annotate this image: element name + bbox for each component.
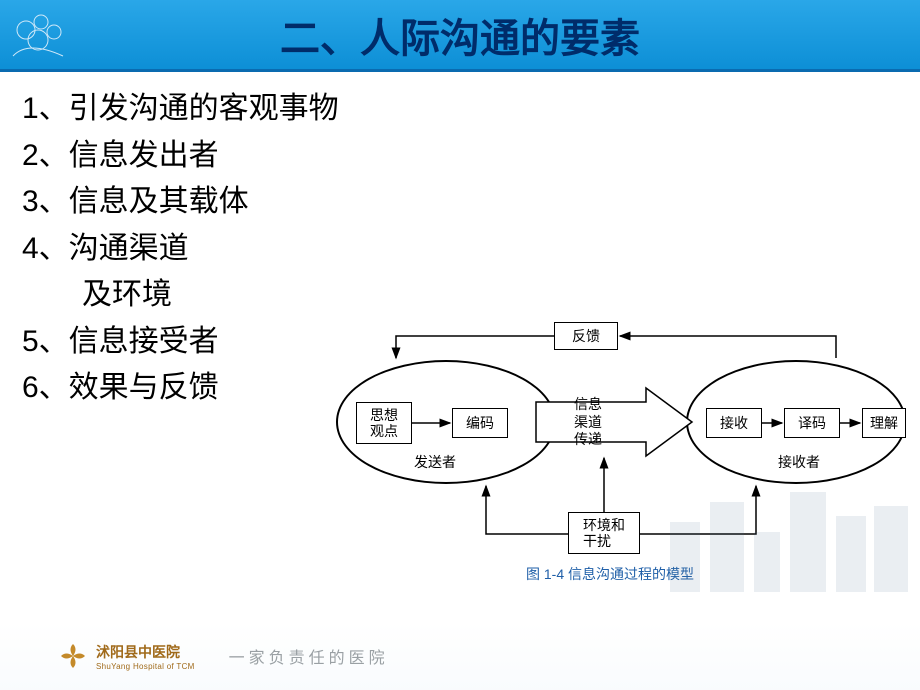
background-buildings bbox=[660, 482, 920, 592]
slide-content: 1、引发沟通的客观事物 2、信息发出者 3、信息及其载体 4、沟通渠道 及环境 … bbox=[0, 72, 920, 622]
logo-en: ShuYang Hospital of TCM bbox=[96, 662, 195, 671]
list-item: 1、引发沟通的客观事物 bbox=[22, 86, 920, 133]
footer-slogan: 一家负责任的医院 bbox=[229, 644, 389, 668]
slide-footer: 沭阳县中医院 ShuYang Hospital of TCM 一家负责任的医院 bbox=[0, 622, 920, 690]
list-item: 3、信息及其载体 bbox=[22, 179, 920, 226]
logo-cn: 沭阳县中医院 bbox=[96, 642, 195, 662]
hospital-logo: 沭阳县中医院 ShuYang Hospital of TCM bbox=[58, 641, 195, 671]
logo-icon bbox=[58, 641, 88, 671]
slide-header: 二、人际沟通的要素 bbox=[0, 0, 920, 72]
slide-title: 二、人际沟通的要素 bbox=[280, 6, 640, 64]
logo-text: 沭阳县中医院 ShuYang Hospital of TCM bbox=[96, 642, 195, 671]
header-ornament bbox=[8, 10, 68, 60]
list-item: 2、信息发出者 bbox=[22, 133, 920, 180]
